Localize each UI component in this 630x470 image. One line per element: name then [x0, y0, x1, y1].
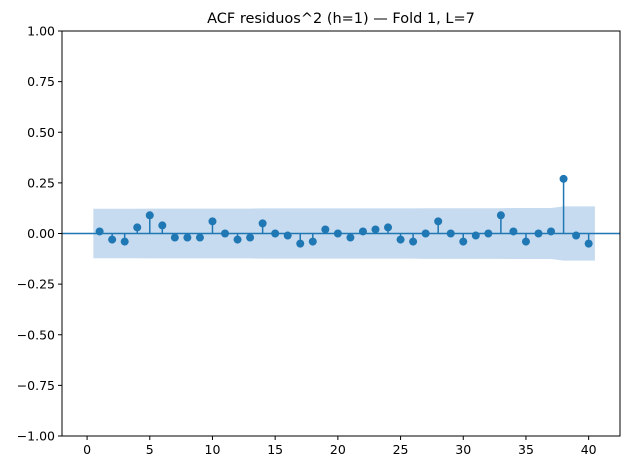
marker-lag-40 — [584, 239, 593, 248]
x-tick-label-30: 30 — [455, 442, 471, 457]
marker-lag-38 — [559, 174, 568, 183]
x-tick-label-0: 0 — [83, 442, 91, 457]
y-tick-label-0: −1.00 — [17, 429, 55, 444]
marker-lag-25 — [396, 235, 405, 244]
y-tick-label-7: 0.75 — [27, 74, 55, 89]
marker-lag-21 — [346, 233, 355, 242]
x-axis-ticks: 0 5 10 15 20 25 30 35 40 — [83, 436, 597, 457]
marker-lag-23 — [371, 225, 380, 234]
marker-lag-1 — [95, 227, 104, 236]
marker-lag-30 — [459, 237, 468, 246]
y-tick-label-6: 0.50 — [27, 125, 55, 140]
marker-lag-11 — [221, 229, 230, 238]
y-tick-label-3: −0.25 — [17, 277, 55, 292]
marker-lag-18 — [308, 237, 317, 246]
marker-lag-14 — [258, 219, 267, 228]
marker-lag-7 — [170, 233, 179, 242]
marker-lag-28 — [434, 217, 443, 226]
marker-lag-15 — [271, 229, 280, 238]
marker-lag-36 — [534, 229, 543, 238]
marker-lag-26 — [409, 237, 418, 246]
y-axis-ticks: −1.00 −0.75 −0.50 −0.25 0.00 0.25 0.50 0.75 1.00 — [17, 24, 62, 444]
stems-layer — [95, 174, 593, 248]
y-tick-label-1: −0.75 — [17, 378, 55, 393]
x-tick-label-5: 5 — [146, 442, 154, 457]
marker-lag-9 — [195, 233, 204, 242]
marker-lag-37 — [547, 227, 556, 236]
marker-lag-27 — [421, 229, 430, 238]
marker-lag-39 — [572, 231, 581, 240]
marker-lag-10 — [208, 217, 217, 226]
chart-title: ACF residuos^2 (h=1) — Fold 1, L=7 — [207, 11, 475, 27]
y-tick-label-5: 0.25 — [27, 175, 55, 190]
x-tick-label-15: 15 — [267, 442, 283, 457]
y-tick-label-4: 0.00 — [27, 226, 55, 241]
marker-lag-22 — [358, 227, 367, 236]
x-tick-label-20: 20 — [330, 442, 346, 457]
x-tick-label-35: 35 — [518, 442, 534, 457]
y-tick-label-2: −0.50 — [17, 327, 55, 342]
marker-lag-6 — [158, 221, 167, 230]
marker-lag-16 — [283, 231, 292, 240]
marker-lag-35 — [521, 237, 530, 246]
x-tick-label-10: 10 — [205, 442, 221, 457]
marker-lag-32 — [484, 229, 493, 238]
marker-lag-2 — [108, 235, 117, 244]
marker-lag-20 — [333, 229, 342, 238]
marker-lag-13 — [246, 233, 255, 242]
x-tick-label-25: 25 — [393, 442, 409, 457]
marker-lag-12 — [233, 235, 242, 244]
x-tick-label-40: 40 — [581, 442, 597, 457]
marker-lag-17 — [296, 239, 305, 248]
marker-lag-24 — [384, 223, 393, 232]
y-tick-label-8: 1.00 — [27, 24, 55, 39]
marker-lag-31 — [471, 231, 480, 240]
marker-lag-8 — [183, 233, 192, 242]
marker-lag-3 — [120, 237, 129, 246]
marker-lag-29 — [446, 229, 455, 238]
marker-lag-19 — [321, 225, 330, 234]
marker-lag-4 — [133, 223, 142, 232]
marker-lag-5 — [145, 211, 154, 220]
marker-lag-33 — [496, 211, 505, 220]
marker-lag-34 — [509, 227, 518, 236]
